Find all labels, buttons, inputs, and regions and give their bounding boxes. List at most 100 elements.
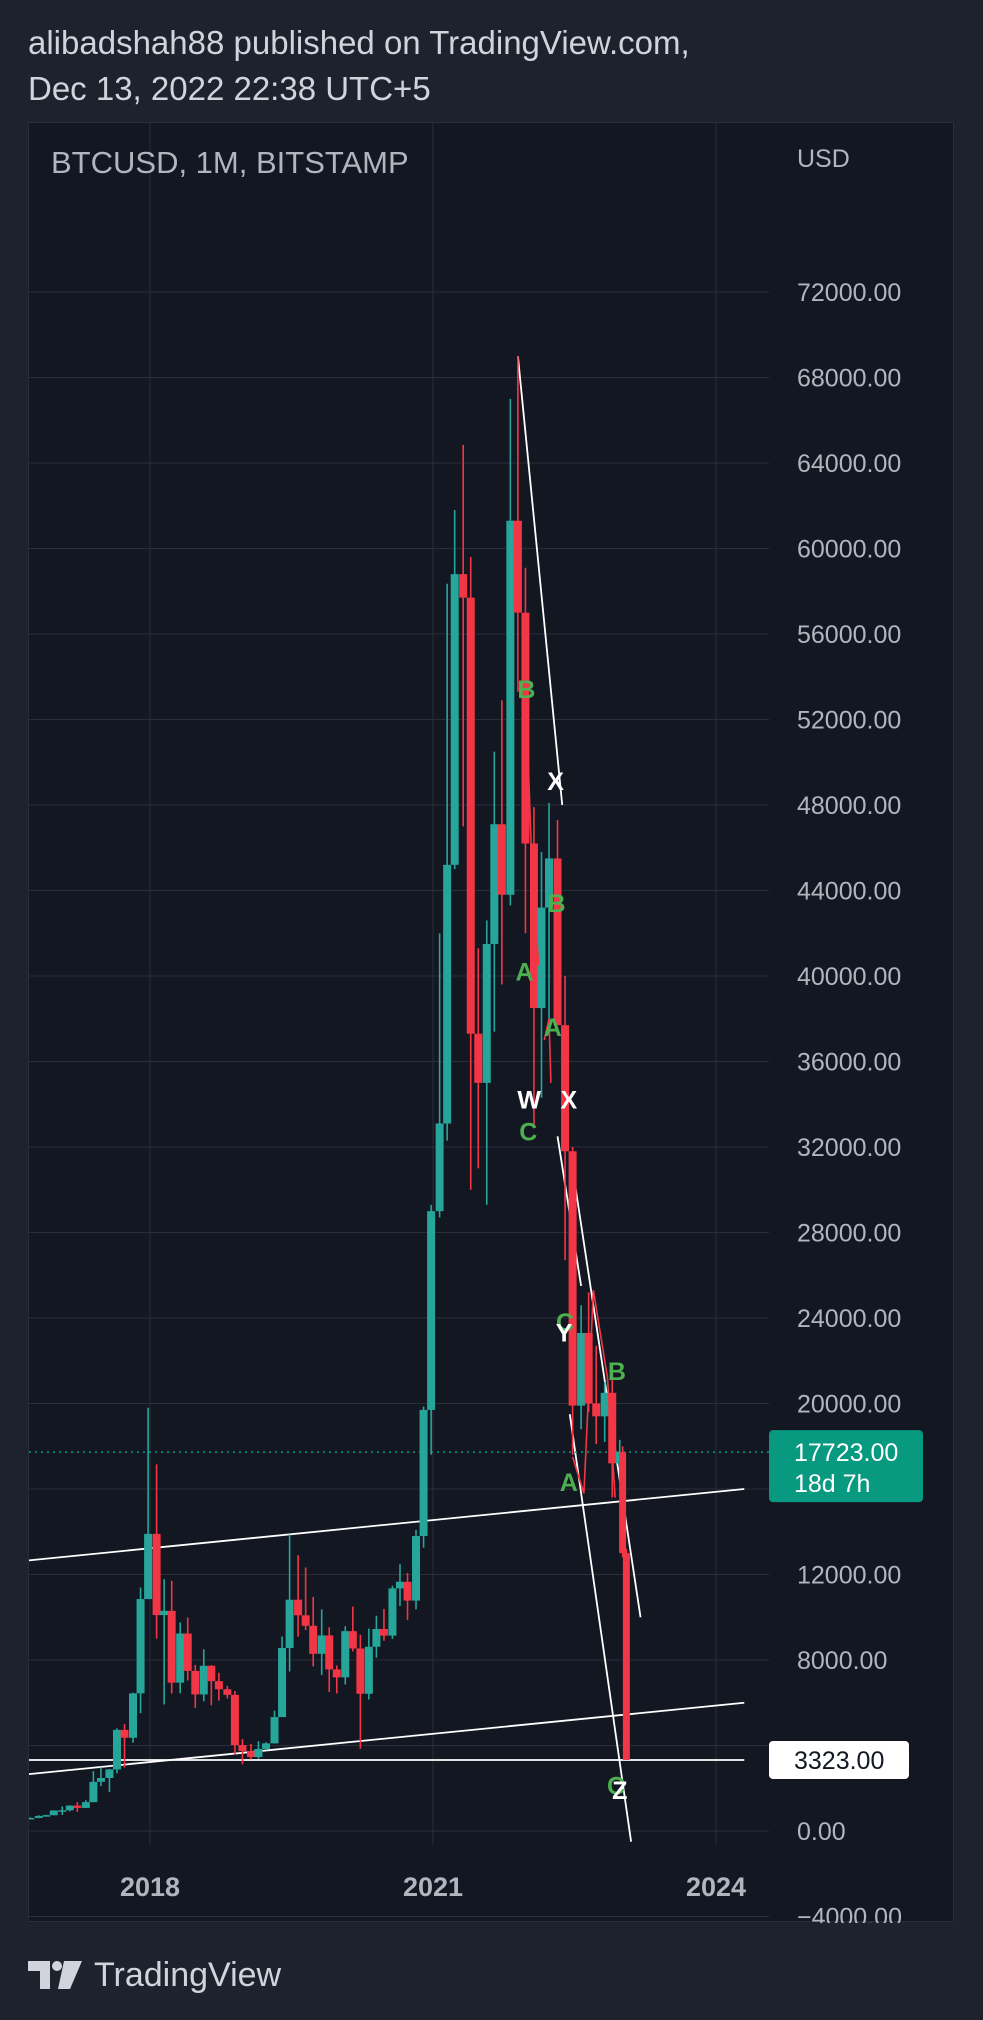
candle-body [262,1743,271,1749]
candle-body [309,1625,318,1654]
grid [29,123,769,1917]
candle-body [73,1805,82,1808]
candle-body [372,1629,381,1647]
candle-body [199,1665,208,1695]
x-tick-label: 2018 [120,1872,180,1902]
y-tick-label: 20000.00 [797,1391,901,1419]
publisher-line: alibadshah88 published on TradingView.co… [28,24,690,61]
candle-body [270,1717,279,1744]
candle-body [223,1689,232,1695]
publish-info: alibadshah88 published on TradingView.co… [28,20,690,112]
candle-body [89,1781,98,1803]
y-tick-label: −4000.00 [797,1904,902,1924]
wave-label: X [560,1087,577,1115]
y-tick-label: 52000.00 [797,707,901,735]
candle-body [325,1635,334,1670]
y-tick-label: 40000.00 [797,963,901,991]
candle-body [58,1810,67,1812]
candle-body [568,1151,577,1406]
y-tick-label: 44000.00 [797,878,901,906]
candle-body [513,520,522,613]
y-tick-label: 28000.00 [797,1220,901,1248]
candle-body [230,1694,239,1746]
candle-body [584,1332,593,1404]
wave-label: B [517,676,535,704]
y-tick-label: 32000.00 [797,1134,901,1162]
y-tick-label: 12000.00 [797,1562,901,1590]
trendline [517,356,564,806]
candle-body [529,843,538,1009]
candle-body [49,1810,58,1816]
candle-body [608,1392,617,1464]
wave-label: C [556,1309,574,1337]
candle-body [466,597,475,1034]
candle-body [619,1452,627,1554]
candle-body [254,1748,263,1758]
candle-body [294,1599,303,1616]
wave-lines [524,680,616,1498]
candle-body [42,1815,51,1817]
candle-body [167,1610,176,1683]
footer-brand: TradingView [94,1955,282,1994]
candle-body [160,1610,169,1616]
candle-body [435,1123,444,1212]
candle-body [600,1392,609,1417]
marked-level-label: 3323.00 [794,1747,884,1775]
candle-body [341,1631,350,1678]
candle-body [144,1533,153,1600]
candle-body [120,1729,129,1738]
wave-label: X [547,768,564,796]
candle-body [506,520,515,895]
candle-body [152,1533,161,1616]
candle-body [317,1635,326,1654]
wave-label: B [548,890,566,918]
candle-body [592,1403,601,1417]
last-price-box [769,1430,923,1503]
currency-label: USD [797,145,850,173]
candle-body [207,1665,216,1682]
candle-body [332,1669,341,1678]
candle-body [443,864,452,1124]
candle-body [521,612,530,844]
wave-label: Y [556,1320,573,1348]
candle-body [403,1581,412,1601]
candle-body [379,1629,388,1636]
y-tick-label: 60000.00 [797,536,901,564]
last-price-label: 17723.00 [794,1439,898,1467]
wave-label: C [607,1773,625,1801]
candle-body [183,1633,192,1671]
wave-label: Z [612,1777,627,1805]
candle-body [356,1648,365,1694]
candle-body [561,1025,570,1152]
x-tick-label: 2024 [686,1872,746,1902]
candle-body [34,1816,43,1818]
y-tick-label: 8000.00 [797,1647,887,1675]
candle-body [419,1409,428,1537]
wave-label: A [560,1469,578,1497]
wave-line [543,1018,552,1083]
y-tick-label: 24000.00 [797,1305,901,1333]
candle-body [622,1553,630,1760]
candle-body [537,907,546,1009]
axes: BTCUSD, 1M, BITSTAMP USD −4000.00 0.00 8000.… [51,145,923,1923]
candle-body [490,824,499,944]
wave-label: C [519,1119,537,1147]
candle-body [136,1599,145,1694]
candle-body [545,858,554,908]
candle-body [105,1769,114,1778]
candle-body [238,1745,247,1752]
y-tick-label: 64000.00 [797,450,901,478]
candle-body [96,1777,105,1782]
countdown-label: 18d 7h [794,1470,870,1498]
y-tick-label: 72000.00 [797,279,901,307]
candle-body [191,1670,200,1695]
chart-title: BTCUSD, 1M, BITSTAMP [51,145,409,180]
candle-body [577,1332,586,1406]
candle-body [29,1817,35,1820]
marked-level-box [769,1740,909,1779]
candle-body [285,1599,294,1649]
wave-label: A [544,1014,562,1042]
